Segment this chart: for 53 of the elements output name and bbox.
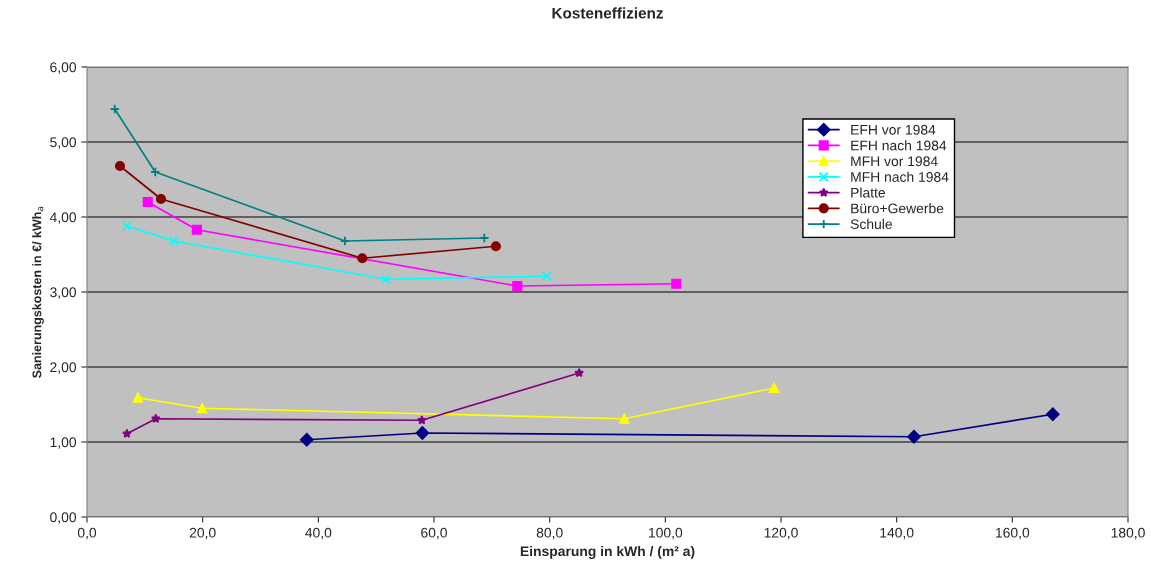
point — [415, 426, 430, 440]
x-tick-label: 40,0 — [305, 527, 332, 540]
x-tick-label: 160,0 — [996, 527, 1030, 540]
x-tick-label: 120,0 — [764, 527, 798, 540]
point — [671, 278, 682, 289]
point — [357, 253, 368, 264]
y-tick-label: 6,00 — [50, 62, 77, 74]
y-tick-label: 1,00 — [50, 437, 77, 449]
y-tick-label: 3,00 — [50, 287, 77, 299]
point — [512, 280, 523, 292]
legend-label: Platte — [851, 187, 886, 198]
point — [339, 235, 351, 247]
point — [416, 415, 427, 425]
point — [541, 271, 552, 282]
point — [121, 220, 132, 232]
point — [479, 232, 490, 244]
point — [299, 432, 314, 447]
point — [168, 235, 179, 247]
x-tick-label: 80,0 — [536, 527, 563, 540]
point — [150, 166, 161, 178]
point — [109, 103, 120, 115]
point — [191, 224, 202, 235]
x-tick-label: 180,0 — [1111, 527, 1145, 540]
x-tick-label: 60,0 — [421, 527, 447, 540]
point — [142, 196, 153, 208]
legend-label: EFH nach 1984 — [851, 140, 947, 151]
y-tick-label: 5,00 — [50, 137, 77, 149]
legend-label: MFH vor 1984 — [851, 156, 938, 167]
y-axis-title: Sanierungskosten in €/ kWh$_{a}$ — [32, 206, 44, 378]
x-tick-label: 0,0 — [77, 527, 97, 540]
point — [768, 382, 780, 394]
point — [490, 241, 501, 252]
x-tick-label: 140,0 — [880, 527, 914, 540]
point — [197, 403, 208, 414]
y-tick-label: 0,00 — [50, 512, 77, 524]
legend-label: EFH vor 1984 — [851, 124, 936, 135]
legend-label: Schule — [850, 218, 892, 230]
chart-title: Kosteneffizienz — [552, 7, 663, 19]
point — [132, 392, 143, 403]
point — [155, 193, 167, 205]
point — [114, 160, 126, 172]
y-tick-label: 2,00 — [50, 362, 77, 374]
x-axis-title: Einsparung in kWh / (m² a) — [520, 545, 695, 559]
x-tick-label: 100,0 — [649, 527, 683, 540]
point — [907, 429, 921, 444]
point — [619, 413, 630, 424]
legend-label: Büro+Gewerbe — [851, 203, 944, 214]
point — [1046, 407, 1060, 422]
legend-label: MFH nach 1984 — [851, 171, 949, 182]
point — [380, 274, 392, 285]
point — [574, 367, 585, 378]
y-tick-label: 4,00 — [49, 212, 77, 224]
x-tick-label: 20,0 — [189, 527, 216, 540]
